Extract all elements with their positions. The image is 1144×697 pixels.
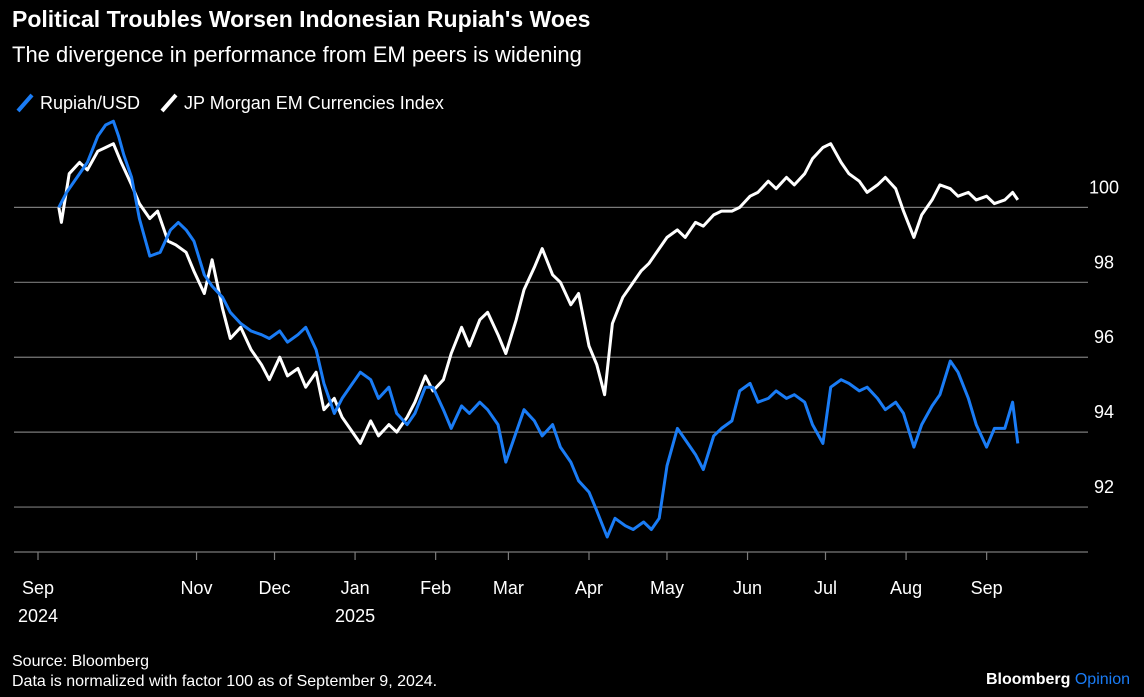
series-lines xyxy=(57,119,1020,539)
chart-footer: Source: Bloomberg Data is normalized wit… xyxy=(12,652,437,692)
x-tick-label: Aug xyxy=(890,578,922,598)
brand-sub: Opinion xyxy=(1074,671,1130,688)
x-tick-label: Sep xyxy=(971,578,1003,598)
legend-swatch-rupiah xyxy=(16,93,34,113)
series-line-rupiah xyxy=(57,119,1020,539)
x-tick-label: Jan xyxy=(341,578,370,598)
y-tick-label: 98 xyxy=(1094,252,1114,272)
x-tick-label: Apr xyxy=(575,578,603,598)
x-tick-label: Feb xyxy=(420,578,451,598)
brand-main: Bloomberg xyxy=(985,671,1071,688)
x-tick-label: Nov xyxy=(181,578,213,598)
x-axis: Sep 2024 Nov Dec Jan 2025 Feb Mar Apr May Jun Jul Au… xyxy=(14,551,1088,626)
x-tick-label: Jun xyxy=(733,578,762,598)
source-note: Source: Bloomberg xyxy=(12,653,149,670)
x-tick-label: May xyxy=(650,578,684,598)
brand-logo: Bloomberg Opinion xyxy=(986,671,1130,689)
gridlines xyxy=(14,206,1088,508)
chart-legend: Rupiah/USD JP Morgan EM Currencies Index xyxy=(14,92,462,114)
chart-title: Political Troubles Worsen Indonesian Rup… xyxy=(12,6,591,32)
y-tick-label: 100 xyxy=(1089,177,1119,197)
chart-subtitle: The divergence in performance from EM pe… xyxy=(12,42,582,67)
x-tick-label: Jul xyxy=(814,578,837,598)
x-tick-label: Mar xyxy=(493,578,524,598)
legend-item-rupiah: Rupiah/USD xyxy=(14,92,140,114)
y-tick-label: 96 xyxy=(1094,327,1114,347)
y-axis-labels: 92 94 96 98 100 xyxy=(1089,177,1119,497)
normalization-note: Data is normalized with factor 100 as of… xyxy=(12,673,438,690)
x-tick-label: Sep xyxy=(22,578,54,598)
y-tick-label: 92 xyxy=(1094,477,1114,497)
legend-swatch-em-index xyxy=(160,93,178,113)
y-tick-label: 94 xyxy=(1094,402,1114,422)
x-tick-year-label: 2025 xyxy=(335,606,375,626)
x-tick-year-label: 2024 xyxy=(18,606,58,626)
legend-label-em-index: JP Morgan EM Currencies Index xyxy=(184,92,444,113)
legend-item-em-index: JP Morgan EM Currencies Index xyxy=(158,92,444,114)
x-tick-label: Dec xyxy=(259,578,291,598)
legend-label-rupiah: Rupiah/USD xyxy=(40,92,141,113)
series-line-em-index xyxy=(57,142,1020,445)
